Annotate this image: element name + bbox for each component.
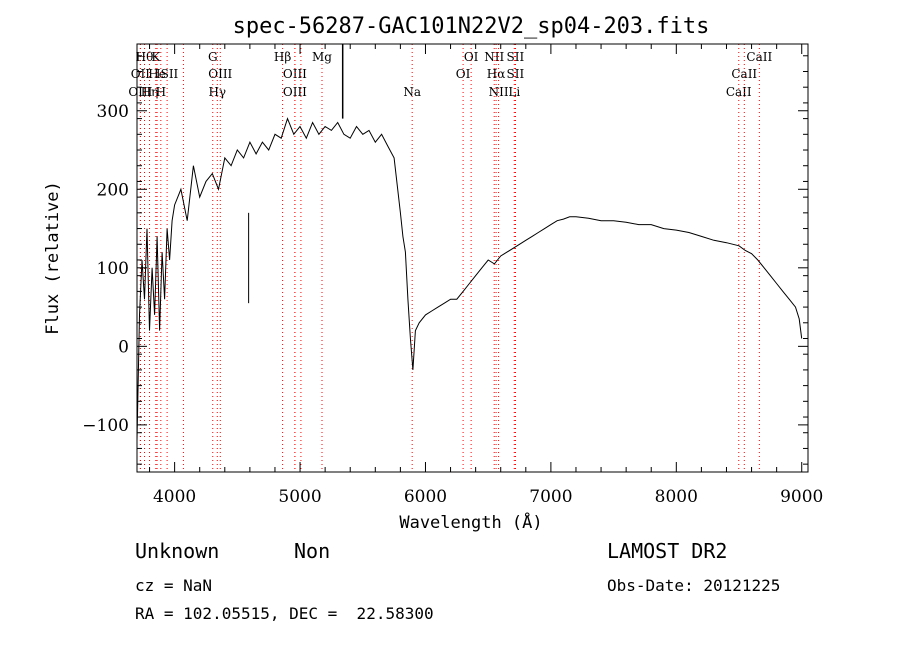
line-label-24: SII — [507, 67, 525, 81]
line-label-21: Hα — [487, 67, 506, 81]
line-label-17: Na — [403, 85, 421, 99]
line-label-20: NII — [484, 50, 504, 64]
x-tick-label-5: 9000 — [780, 487, 823, 507]
line-label-9: G — [208, 50, 218, 64]
plot-frame — [136, 43, 809, 473]
line-label-0: OII — [131, 67, 151, 81]
chart-title: spec-56287-GAC101N22V2_sp04-203.fits — [233, 14, 710, 39]
coordinates-label: RA = 102.05515, DEC = 22.58300 — [135, 604, 434, 623]
line-label-25: Li — [508, 85, 520, 99]
line-label-6: H — [156, 85, 166, 99]
line-label-11: OIII — [208, 67, 232, 81]
line-label-4: K — [151, 50, 161, 64]
line-label-14: OIII — [283, 85, 307, 99]
line-label-28: CaII — [746, 50, 772, 64]
line-markers: OII OIII Hθ Hη K He H ISII G Hγ OIII Hβ OIII OIII Mg Na… — [128, 44, 772, 472]
survey-label: LAMOST DR2 — [607, 539, 728, 563]
line-label-5: He — [148, 67, 166, 81]
line-label-26: CaII — [726, 85, 752, 99]
y-tick-label-2: 100 — [97, 259, 129, 279]
x-tick-label-0: 4000 — [153, 487, 196, 507]
y-tick-label-3: 200 — [97, 180, 129, 200]
line-label-27: CaII — [731, 67, 757, 81]
class-label: Unknown — [135, 539, 220, 563]
y-tick-label-1: 0 — [118, 337, 129, 357]
y-tick-label-4: 300 — [97, 102, 129, 122]
x-axis-label: Wavelength (Å) — [399, 511, 542, 533]
line-label-1: OIII — [128, 85, 152, 99]
line-label-12: Hβ — [274, 50, 291, 64]
line-label-2: Hθ — [136, 50, 154, 64]
subclass-label: Non — [294, 539, 331, 563]
line-label-3: Hη — [141, 85, 159, 99]
x-tick-label-2: 6000 — [404, 487, 447, 507]
line-label-16: Mg — [312, 50, 332, 64]
spectrum-line — [136, 117, 803, 441]
x-tick-label-1: 5000 — [278, 487, 321, 507]
y-tick-label-0: −100 — [82, 416, 129, 436]
line-label-22: NII — [489, 85, 509, 99]
y-axis-label: Flux (relative) — [43, 181, 63, 335]
line-label-13: OIII — [283, 67, 307, 81]
axis-ticks: 4000 5000 6000 7000 8000 9000 −100 0 100 200 300 — [82, 44, 823, 507]
x-tick-label-3: 7000 — [529, 487, 572, 507]
x-tick-label-4: 8000 — [655, 487, 698, 507]
redshift-label: cz = NaN — [135, 576, 213, 595]
obs-date-label: Obs-Date: 20121225 — [607, 576, 781, 595]
series-1 — [136, 44, 803, 441]
line-label-7: ISII — [156, 67, 179, 81]
line-label-18: OI — [456, 67, 471, 81]
line-label-10: Hγ — [208, 85, 226, 99]
line-label-19: OI — [464, 50, 479, 64]
